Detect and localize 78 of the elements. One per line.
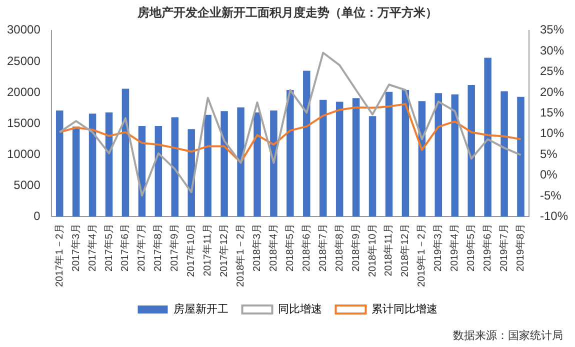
x-tick-label: 2019年5月 xyxy=(465,224,478,272)
x-tick-label: 2017年3月 xyxy=(70,224,82,272)
bar xyxy=(517,96,524,217)
bar xyxy=(171,117,179,217)
y-tick-label: 0 xyxy=(34,208,41,223)
y2-tick-label: 0% xyxy=(540,168,558,182)
bar xyxy=(286,90,294,217)
bar xyxy=(72,126,80,217)
x-tick-label: 2017年8月 xyxy=(152,224,164,272)
x-tick-label: 2019年7月 xyxy=(498,224,510,272)
y-tick-label: 25000 xyxy=(6,54,41,68)
bar xyxy=(484,58,492,217)
y2-tick-label: 20% xyxy=(540,84,564,99)
bar xyxy=(88,114,96,217)
y-tick-label: 10000 xyxy=(6,146,41,161)
bar xyxy=(254,112,261,217)
bar xyxy=(56,110,64,217)
y-tick-label: 30000 xyxy=(6,22,41,37)
bar xyxy=(385,92,393,217)
x-tick-label: 2018年3月 xyxy=(250,224,263,272)
bar xyxy=(402,90,410,217)
bar xyxy=(352,98,360,217)
x-tick-label: 2019年8月 xyxy=(514,224,526,272)
x-tick-label: 2019年1－2月 xyxy=(416,224,428,288)
x-tick-label: 2019年4月 xyxy=(448,224,461,272)
bar xyxy=(468,85,475,217)
y-tick-label: 20000 xyxy=(6,84,41,99)
bar xyxy=(451,94,458,217)
y-tick-label: 5000 xyxy=(14,178,41,192)
y2-tick-label: 25% xyxy=(540,64,564,78)
x-tick-label: 2017年12月 xyxy=(218,224,230,278)
x-tick-label: 2018年12月 xyxy=(399,224,412,278)
x-tick-label: 2018年11月 xyxy=(382,224,395,276)
source-note: 数据来源：国家统计局 xyxy=(453,329,563,342)
bar xyxy=(122,88,130,217)
bar xyxy=(105,112,113,217)
y2-tick-label: 10% xyxy=(540,126,564,140)
x-tick-label: 2017年1－2月 xyxy=(53,224,66,288)
x-tick-label: 2018年8月 xyxy=(333,224,346,272)
x-tick-label: 2018年4月 xyxy=(267,224,280,272)
bar xyxy=(154,126,162,217)
bar xyxy=(336,102,344,217)
bar xyxy=(368,116,376,217)
bar xyxy=(220,111,228,217)
bar xyxy=(319,100,327,217)
legend-label: 房屋新开工 xyxy=(173,302,228,316)
y2-tick-label: -10% xyxy=(540,208,568,223)
bar xyxy=(237,107,244,217)
y2-tick-label: 35% xyxy=(540,22,564,37)
x-tick-label: 2017年5月 xyxy=(102,224,115,272)
chart-title: 房地产开发企业新开工面积月度走势（单位：万平方米） xyxy=(136,6,438,20)
bar xyxy=(434,93,442,217)
y2-tick-label: 30% xyxy=(540,43,564,58)
x-tick-label: 2017年9月 xyxy=(168,224,181,272)
legend-label: 累计同比增速 xyxy=(371,302,438,316)
x-tick-label: 2018年5月 xyxy=(284,224,296,272)
x-tick-label: 2017年7月 xyxy=(136,224,148,272)
y2-tick-label: 5% xyxy=(540,146,558,161)
x-tick-label: 2017年4月 xyxy=(86,224,98,272)
x-tick-label: 2017年10月 xyxy=(185,224,198,278)
x-tick-label: 2019年6月 xyxy=(482,224,494,272)
x-tick-label: 2018年9月 xyxy=(350,224,362,272)
x-tick-label: 2017年6月 xyxy=(119,224,132,272)
bar xyxy=(204,114,212,217)
x-tick-label: 2018年7月 xyxy=(316,224,329,272)
x-tick-label: 2018年1－2月 xyxy=(234,224,247,288)
y2-tick-label: -5% xyxy=(540,188,562,202)
bar xyxy=(500,91,508,217)
legend-label: 同比增速 xyxy=(278,302,322,316)
x-tick-label: 2018年10月 xyxy=(366,224,378,278)
x-tick-label: 2017年11月 xyxy=(202,224,214,276)
x-tick-label: 2019年3月 xyxy=(432,224,444,272)
x-tick-label: 2018年6月 xyxy=(300,224,312,272)
bar xyxy=(270,110,278,217)
bar xyxy=(188,129,195,217)
bar xyxy=(303,70,310,217)
y2-tick-label: 15% xyxy=(540,105,564,120)
y-tick-label: 15000 xyxy=(6,116,41,130)
